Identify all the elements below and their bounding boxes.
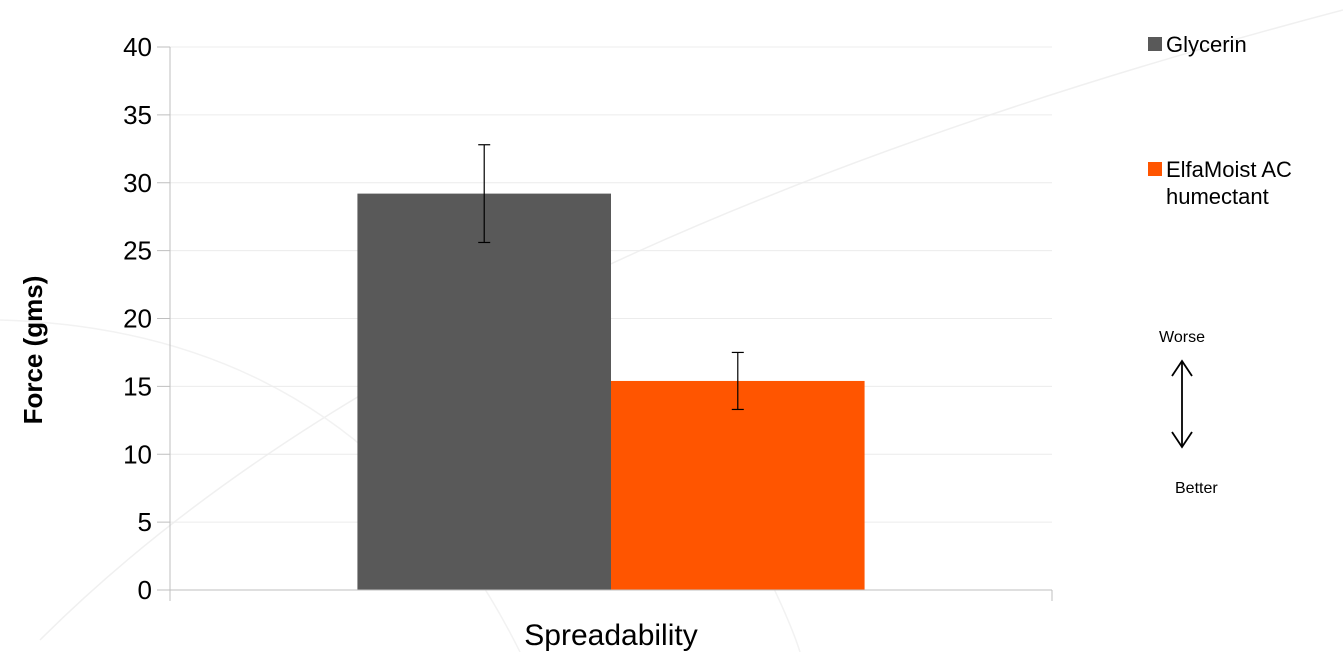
arrow-down-icon xyxy=(1171,431,1193,449)
bars xyxy=(357,193,865,591)
legend-label-glycerin: Glycerin xyxy=(1166,32,1247,57)
y-axis-title: Force (gms) xyxy=(18,276,48,425)
arrow-up-icon xyxy=(1171,359,1193,377)
bar-elfamoist-ac-humectant xyxy=(611,380,865,590)
better-label: Better xyxy=(1175,480,1218,497)
y-tick-label: 0 xyxy=(138,575,152,605)
error-bars xyxy=(478,144,744,411)
x-axis-title: Spreadability xyxy=(524,619,697,652)
y-tick-labels: 0 5 10 15 20 25 30 35 40 xyxy=(123,32,152,605)
legend-swatch-glycerin xyxy=(1148,37,1162,51)
y-tick-label: 10 xyxy=(123,439,152,469)
y-tick-label: 15 xyxy=(123,371,152,401)
y-tick-label: 5 xyxy=(138,507,152,537)
worse-better-annotation: Worse Better xyxy=(1159,329,1218,497)
y-tick-label: 30 xyxy=(123,168,152,198)
y-tick-label: 40 xyxy=(123,32,152,62)
y-tick-label: 25 xyxy=(123,236,152,266)
bar-glycerin xyxy=(357,193,611,591)
y-tick-label: 35 xyxy=(123,100,152,130)
legend-label-elfamoist-ac-humectant: ElfaMoist AC xyxy=(1166,157,1292,182)
worse-label: Worse xyxy=(1159,329,1205,346)
axes xyxy=(157,46,1053,601)
legend-swatch-elfamoist-ac-humectant xyxy=(1148,162,1162,176)
legend-label-elfamoist-ac-humectant: humectant xyxy=(1166,184,1269,209)
y-tick-label: 20 xyxy=(123,304,152,334)
